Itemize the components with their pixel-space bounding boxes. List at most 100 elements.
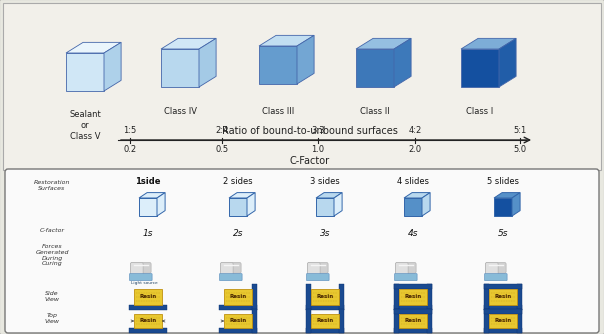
Bar: [306, 309, 311, 333]
Bar: [134, 289, 162, 305]
Text: 5:1: 5:1: [513, 126, 527, 135]
Bar: [129, 328, 167, 333]
FancyBboxPatch shape: [486, 263, 506, 273]
Text: Resin: Resin: [140, 295, 156, 300]
Polygon shape: [404, 193, 430, 198]
Text: 5s: 5s: [498, 229, 508, 238]
Text: Resin: Resin: [230, 295, 246, 300]
Polygon shape: [316, 198, 334, 216]
Polygon shape: [199, 38, 216, 87]
Bar: [394, 284, 432, 289]
Bar: [517, 309, 522, 333]
Polygon shape: [161, 49, 199, 87]
Text: Restoration
Surfaces: Restoration Surfaces: [34, 180, 70, 191]
Bar: [484, 309, 522, 314]
Text: Resin: Resin: [495, 295, 512, 300]
FancyBboxPatch shape: [129, 274, 152, 281]
Polygon shape: [104, 42, 121, 91]
Bar: [129, 305, 167, 310]
Text: 2:4: 2:4: [216, 126, 229, 135]
Polygon shape: [161, 38, 216, 49]
Bar: [484, 309, 489, 333]
Bar: [484, 305, 522, 310]
FancyBboxPatch shape: [396, 263, 416, 273]
Polygon shape: [316, 193, 342, 198]
Polygon shape: [394, 38, 411, 87]
Text: Class II: Class II: [360, 107, 390, 116]
Text: C-Factor: C-Factor: [290, 156, 330, 166]
Polygon shape: [422, 193, 430, 216]
Bar: [427, 284, 432, 310]
FancyBboxPatch shape: [220, 263, 241, 273]
Text: Light source: Light source: [130, 281, 158, 285]
Bar: [517, 284, 522, 310]
Polygon shape: [461, 49, 499, 87]
Text: Resin: Resin: [495, 319, 512, 324]
FancyBboxPatch shape: [130, 263, 151, 273]
Bar: [306, 305, 344, 310]
Polygon shape: [139, 198, 157, 216]
Polygon shape: [461, 38, 516, 49]
Polygon shape: [499, 38, 516, 87]
FancyBboxPatch shape: [307, 263, 328, 273]
Text: Top
View: Top View: [45, 313, 60, 324]
Text: Sealant
or
Class V: Sealant or Class V: [69, 110, 101, 141]
Polygon shape: [356, 38, 411, 49]
Bar: [224, 289, 252, 305]
Text: Class IV: Class IV: [164, 107, 196, 116]
Text: 4 slides: 4 slides: [397, 177, 429, 186]
Text: 2.0: 2.0: [408, 145, 422, 154]
FancyBboxPatch shape: [5, 169, 599, 333]
Text: 0.5: 0.5: [216, 145, 228, 154]
Text: 1s: 1s: [143, 229, 153, 238]
Bar: [339, 309, 344, 333]
Text: Resin: Resin: [316, 295, 333, 300]
FancyBboxPatch shape: [394, 274, 417, 281]
Polygon shape: [297, 35, 314, 84]
Text: 2 sides: 2 sides: [223, 177, 253, 186]
Polygon shape: [66, 53, 104, 91]
FancyBboxPatch shape: [306, 274, 329, 281]
Bar: [484, 284, 489, 310]
Bar: [134, 314, 162, 328]
FancyBboxPatch shape: [307, 263, 320, 280]
FancyBboxPatch shape: [220, 263, 233, 280]
Text: Resin: Resin: [405, 295, 422, 300]
Polygon shape: [229, 193, 255, 198]
Polygon shape: [259, 46, 297, 84]
Bar: [394, 328, 432, 333]
Text: 1side: 1side: [135, 177, 161, 186]
Text: 3s: 3s: [320, 229, 330, 238]
FancyBboxPatch shape: [219, 274, 242, 281]
Bar: [394, 309, 399, 333]
Bar: [3, 3, 601, 170]
FancyBboxPatch shape: [396, 263, 408, 280]
Text: 3:3: 3:3: [311, 126, 325, 135]
Bar: [339, 284, 344, 310]
Text: 5.0: 5.0: [513, 145, 527, 154]
Bar: [252, 284, 257, 310]
Bar: [252, 309, 257, 333]
Text: Class I: Class I: [466, 107, 493, 116]
Polygon shape: [494, 193, 520, 198]
Text: 4:2: 4:2: [408, 126, 422, 135]
Bar: [427, 309, 432, 333]
FancyBboxPatch shape: [486, 263, 498, 280]
Polygon shape: [356, 49, 394, 87]
Polygon shape: [66, 42, 121, 53]
Polygon shape: [494, 198, 512, 216]
Bar: [489, 314, 517, 328]
FancyBboxPatch shape: [130, 263, 143, 280]
Text: 3 sides: 3 sides: [310, 177, 340, 186]
Bar: [394, 305, 432, 310]
Bar: [219, 305, 257, 310]
Polygon shape: [229, 198, 247, 216]
Text: Forces
Generated
During
Curing: Forces Generated During Curing: [35, 244, 69, 267]
Text: Resin: Resin: [140, 319, 156, 324]
Bar: [484, 328, 522, 333]
Text: Side
View: Side View: [45, 291, 60, 302]
Polygon shape: [512, 193, 520, 216]
Polygon shape: [404, 198, 422, 216]
Polygon shape: [259, 35, 314, 46]
Polygon shape: [139, 193, 165, 198]
